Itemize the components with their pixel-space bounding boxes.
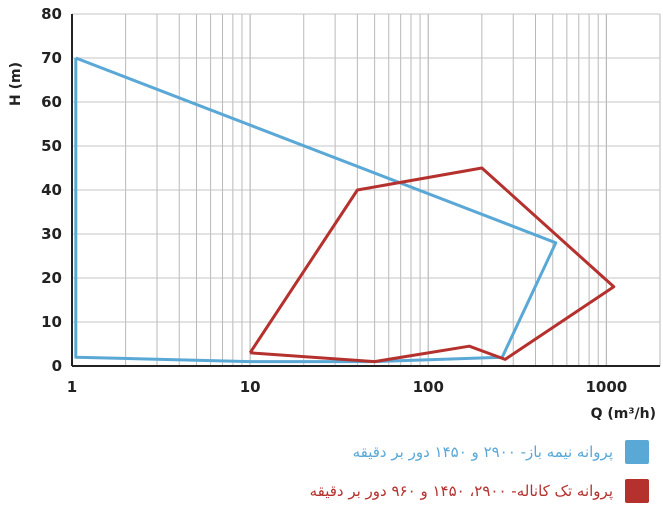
x-tick-label: 100 (413, 378, 444, 396)
series-line-1 (74, 56, 558, 364)
chart: 0 10 20 30 40 50 60 70 80 1 10 100 1000 H (m) Q (m³/h) (8, 5, 661, 422)
x-tick-label: 10 (240, 378, 261, 396)
legend-label-1: پروانه نیمه باز- ۲۹۰۰ و ۱۴۵۰ دور بر دقیق… (352, 443, 613, 461)
y-tick-label: 10 (41, 313, 62, 331)
y-tick-label: 40 (41, 181, 62, 199)
y-tick-label: 50 (41, 137, 62, 155)
y-tick-label: 30 (41, 225, 62, 243)
legend-item-2: پروانه تک کاناله- ۲۹۰۰، ۱۴۵۰ و ۹۶۰ دور ب… (310, 479, 649, 503)
x-tick-label: 1 (67, 378, 77, 396)
y-tick-label: 20 (41, 269, 62, 287)
y-tick-label: 0 (52, 357, 62, 375)
series-line-2 (248, 166, 616, 364)
legend-swatch-2 (625, 479, 649, 503)
legend-label-2: پروانه تک کاناله- ۲۹۰۰، ۱۴۵۰ و ۹۶۰ دور ب… (309, 482, 613, 500)
y-tick-label: 70 (41, 49, 62, 67)
y-tick-label: 80 (41, 5, 62, 23)
x-axis-label: Q (m³/h) (591, 406, 656, 422)
legend-item-1: پروانه نیمه باز- ۲۹۰۰ و ۱۴۵۰ دور بر دقیق… (353, 440, 649, 464)
y-axis-label: H (m) (8, 62, 24, 106)
x-tick-label: 1000 (586, 378, 628, 396)
legend-swatch-1 (625, 440, 649, 464)
y-tick-label: 60 (41, 93, 62, 111)
